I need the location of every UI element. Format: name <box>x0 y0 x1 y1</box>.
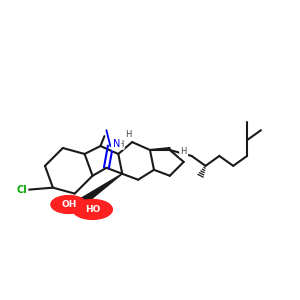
Text: N: N <box>112 139 120 149</box>
Ellipse shape <box>51 196 87 213</box>
Text: H: H <box>181 148 187 157</box>
Polygon shape <box>70 174 122 212</box>
Text: HO: HO <box>85 205 100 214</box>
Text: H: H <box>125 130 131 139</box>
Text: H: H <box>117 140 124 148</box>
Text: OH: OH <box>61 200 76 209</box>
Ellipse shape <box>73 200 112 219</box>
Text: Cl: Cl <box>16 184 27 195</box>
